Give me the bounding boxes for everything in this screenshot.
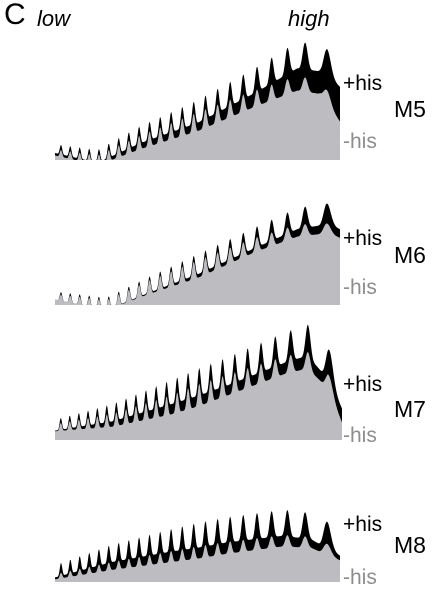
m6-ridge-plot	[55, 203, 340, 305]
m7-minus-his-area	[55, 351, 342, 440]
m5-plus-his-label: +his	[343, 72, 383, 95]
m5-strain-label: M5	[394, 96, 426, 122]
m6-minus-his-label: -his	[343, 276, 377, 299]
m8-ridge-plot	[55, 510, 340, 582]
m5-minus-his-label: -his	[343, 130, 377, 153]
m8-strain-label: M8	[394, 532, 426, 558]
m8-plus-his-label: +his	[343, 513, 383, 536]
panel-letter: C	[4, 0, 26, 31]
m8-minus-his-label: -his	[343, 566, 377, 589]
m7-plus-his-label: +his	[343, 373, 383, 396]
m8-minus-his-area	[55, 535, 340, 582]
m7-minus-his-label: -his	[343, 424, 377, 447]
m5-minus-his-area	[55, 77, 340, 160]
low-label: low	[37, 6, 71, 31]
m7-ridge-plot	[55, 324, 342, 440]
m6-minus-his-area	[55, 223, 340, 305]
m6-plus-his-label: +his	[343, 227, 383, 250]
high-label: high	[288, 6, 330, 31]
m7-strain-label: M7	[394, 396, 426, 422]
m6-strain-label: M6	[394, 242, 426, 268]
m5-ridge-plot	[55, 42, 340, 160]
